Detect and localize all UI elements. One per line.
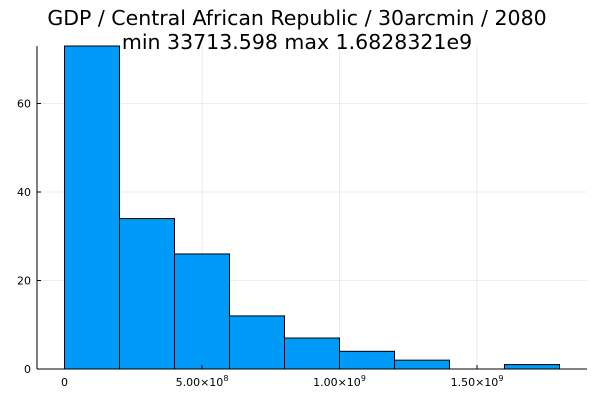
x-tick-label: 1.50×109 xyxy=(451,374,504,389)
y-tick-label: 0 xyxy=(24,363,31,376)
chart-title: GDP / Central African Republic / 30arcmi… xyxy=(47,6,546,30)
histogram-bar xyxy=(394,359,450,370)
histogram-bar xyxy=(119,218,175,370)
bars-layer xyxy=(64,45,560,370)
ticks-layer: 0 20 40 60 0 5.00×108 1.00×109 1.50×109 xyxy=(17,98,503,389)
histogram-bar xyxy=(339,350,395,370)
histogram-bar xyxy=(174,253,230,370)
y-tick-label: 40 xyxy=(17,186,31,199)
histogram-bar xyxy=(504,364,560,370)
x-tick-label: 5.00×108 xyxy=(176,374,229,389)
axes-layer xyxy=(36,46,587,370)
histogram-bar xyxy=(229,315,285,370)
x-tick-label: 1.00×109 xyxy=(313,374,366,389)
x-tick-label: 0 xyxy=(61,376,68,389)
chart-subtitle: min 33713.598 max 1.6828321e9 xyxy=(122,30,472,54)
y-tick-label: 60 xyxy=(17,98,31,111)
y-tick-label: 20 xyxy=(17,275,31,288)
histogram-bar xyxy=(284,337,340,370)
histogram-bar xyxy=(64,45,120,370)
